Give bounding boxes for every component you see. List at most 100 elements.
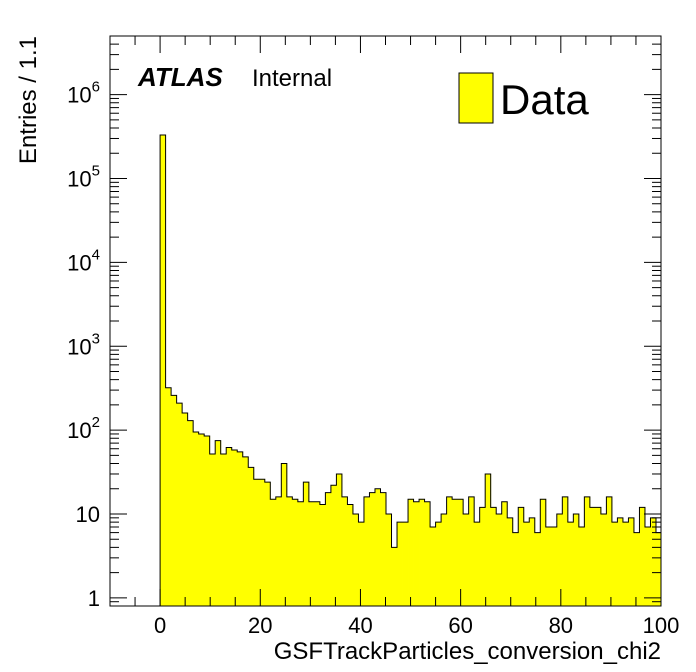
- histogram-bar: [237, 451, 244, 606]
- y-tick-label: 1: [88, 586, 100, 611]
- histogram-bar: [358, 522, 365, 606]
- histogram-bar: [325, 492, 332, 606]
- histogram-bar: [209, 453, 216, 606]
- histogram-bar: [187, 420, 194, 606]
- histogram-bar: [644, 526, 651, 606]
- histogram-bar: [584, 496, 591, 606]
- atlas-status-label: Internal: [252, 65, 332, 92]
- y-axis-tick-labels: 1 10 102 103 104 105 106: [67, 79, 100, 611]
- x-axis-ticks: [109, 36, 662, 606]
- histogram-bar: [374, 488, 381, 606]
- histogram-bar: [182, 413, 189, 606]
- histogram-bar: [573, 514, 580, 606]
- histogram-bar: [160, 135, 166, 606]
- histogram-bar: [479, 507, 486, 606]
- histogram-bar: [198, 433, 205, 606]
- histogram-bar: [386, 514, 392, 606]
- histogram-bar: [435, 522, 442, 606]
- histogram-bar: [589, 507, 596, 606]
- histogram-bar: [248, 467, 255, 606]
- histogram-bar: [633, 532, 640, 606]
- histogram-bar: [485, 473, 492, 606]
- histogram-bar: [457, 499, 464, 606]
- y-tick-label: 105: [67, 163, 100, 192]
- histogram-bar: [441, 514, 448, 606]
- histogram-bars: [160, 135, 662, 606]
- histogram-bar: [303, 482, 310, 606]
- histogram-bar: [490, 507, 497, 606]
- histogram-bar: [606, 496, 613, 606]
- histogram-bar: [523, 522, 530, 606]
- histogram-bar: [463, 514, 470, 606]
- histogram-bar: [259, 479, 266, 606]
- histogram-bar: [628, 517, 635, 606]
- y-tick-label: 102: [67, 414, 100, 443]
- histogram-bar: [562, 496, 569, 606]
- x-axis-label: GSFTrackParticles_conversion_chi2: [274, 638, 661, 665]
- histogram-bar: [336, 473, 343, 606]
- histogram-bar: [556, 514, 563, 606]
- histogram-bar: [308, 501, 315, 606]
- histogram-bar: [226, 447, 233, 606]
- histogram-bar: [639, 507, 646, 606]
- histogram-bar: [314, 501, 321, 606]
- histogram-bar: [419, 499, 425, 606]
- histogram-bar: [264, 482, 271, 606]
- y-tick-label: 104: [67, 246, 100, 275]
- histogram-bar: [578, 526, 585, 606]
- histogram-bar: [270, 499, 277, 606]
- histogram-bar: [496, 514, 503, 606]
- histogram-bar: [540, 499, 547, 606]
- x-tick-label: 0: [154, 613, 166, 638]
- histogram-bar: [297, 501, 304, 606]
- histogram-bar: [165, 387, 172, 606]
- y-tick-label: 10: [76, 502, 100, 527]
- histogram-bar: [380, 492, 387, 606]
- histogram-bar: [529, 517, 536, 606]
- histogram-bar: [369, 492, 376, 606]
- x-tick-label: 20: [248, 613, 272, 638]
- x-tick-label: 80: [549, 613, 573, 638]
- histogram-bar: [402, 522, 409, 606]
- histogram-bar: [204, 436, 211, 606]
- histogram-bar: [319, 504, 326, 606]
- x-axis-tick-labels: 0 20 40 60 80 100: [154, 613, 679, 638]
- histogram-bar: [518, 507, 525, 606]
- histogram-bar: [292, 499, 299, 606]
- histogram-bar: [446, 496, 453, 606]
- x-tick-label: 60: [448, 613, 472, 638]
- histogram-bar: [275, 496, 282, 606]
- histogram-bar: [397, 522, 403, 606]
- x-tick-label: 100: [643, 613, 680, 638]
- histogram-bar: [193, 431, 200, 606]
- histogram-bar: [176, 403, 183, 606]
- histogram-bar: [512, 532, 519, 606]
- histogram-bar: [286, 496, 293, 606]
- histogram-bar: [595, 507, 602, 606]
- histogram-bar: [352, 514, 359, 606]
- histogram-bar: [424, 501, 431, 606]
- histogram-bar: [567, 522, 574, 606]
- y-axis-label: Entries / 1.1: [15, 36, 42, 164]
- legend-label-data: Data: [500, 76, 589, 123]
- y-tick-label: 103: [67, 330, 100, 359]
- histogram-outline: [159, 134, 661, 606]
- histogram-bar: [650, 517, 657, 606]
- histogram-bar: [281, 463, 288, 606]
- histogram-bar: [474, 522, 481, 606]
- histogram-bar: [468, 496, 475, 606]
- histogram-bar: [253, 479, 260, 606]
- histogram-bar: [408, 499, 414, 606]
- histogram-bar: [611, 522, 618, 606]
- histogram-bar: [347, 504, 354, 606]
- histogram-bar: [617, 517, 624, 606]
- y-tick-label: 106: [67, 79, 100, 108]
- legend: Data: [458, 72, 589, 124]
- histogram-bar: [545, 526, 552, 606]
- histogram-bar: [430, 526, 436, 606]
- histogram-bar: [391, 547, 398, 606]
- histogram-bar: [330, 485, 337, 606]
- x-tick-label: 40: [348, 613, 372, 638]
- histogram-bar: [220, 453, 227, 606]
